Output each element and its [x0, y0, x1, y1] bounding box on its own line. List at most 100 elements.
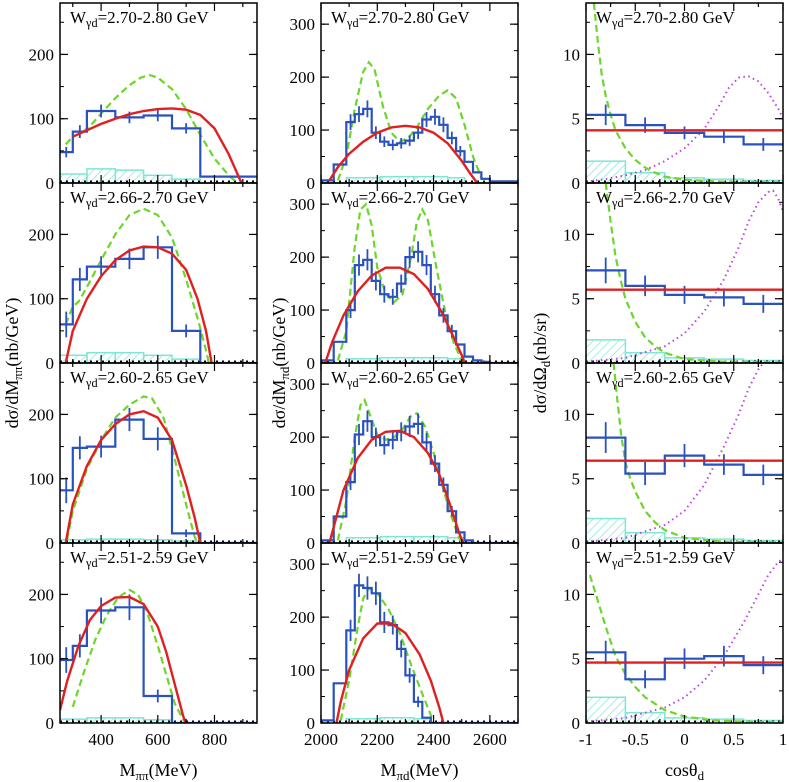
x-tick-label: -0.5: [622, 730, 649, 749]
y-tick-label: 100: [290, 301, 316, 320]
y-tick-label: 0: [46, 534, 55, 553]
y-tick-label: 200: [290, 428, 316, 447]
panel-mpid-row2: 0 100 200 300 Wγd=2.66-2.70 GeV: [290, 182, 519, 373]
y-tick-label: 0: [46, 174, 55, 193]
x-tick-label: 1: [779, 730, 788, 749]
panel-content: [60, 395, 257, 543]
panel-frame: [320, 362, 519, 544]
panel-mpid-row1: 0 100 200 300 Wγd=2.70-2.80 GeV: [290, 2, 519, 193]
x-axis-title-tail: (MeV): [149, 760, 198, 781]
y-tick-label: 100: [290, 121, 316, 140]
row-label-tail: =2.51-2.59 GeV: [98, 548, 210, 567]
row-label: Wγd=2.70-2.80 GeV: [331, 8, 470, 30]
y-tick-label: 100: [29, 470, 55, 489]
data-histogram: [60, 606, 257, 723]
y-axis-title: dσ/dMπd(nb/GeV): [269, 298, 292, 429]
dashed-curve: [336, 202, 466, 363]
background-bar: [586, 517, 627, 543]
y-tick-label: 300: [290, 15, 316, 34]
data-histogram: [60, 246, 257, 363]
panel-mpipi-row3: 0 100 200 Wγd=2.60-2.65 GeV: [29, 362, 258, 553]
data-histogram: [60, 109, 257, 178]
background-bar: [586, 160, 627, 183]
y-tick-label: 200: [290, 608, 316, 627]
row-label-tail: =2.60-2.65 GeV: [624, 368, 736, 387]
y-axis-title-tail: (nb/GeV): [269, 298, 290, 367]
x-tick-label: 0: [680, 730, 689, 749]
row-label-tail: =2.70-2.80 GeV: [624, 8, 736, 27]
row-label-sub: γd: [346, 556, 359, 570]
background-bar: [379, 356, 415, 363]
x-axis-title: Mπd(MeV): [380, 760, 458, 782]
row-label-main: W: [331, 548, 348, 567]
y-axis-title-tail: (nb/sr): [530, 313, 551, 361]
panel-frame: [585, 182, 784, 364]
dashed-curve: [336, 60, 488, 183]
y-tick-label: 10: [563, 405, 580, 424]
panel-content: [60, 588, 257, 723]
fit-curve: [72, 107, 243, 183]
panel-content: [321, 397, 518, 543]
panel-content: [586, 363, 783, 543]
dashed-curve: [71, 588, 187, 723]
y-tick-label: 200: [29, 585, 55, 604]
x-axis-title-tail: (MeV): [410, 760, 459, 781]
row-label-tail: =2.60-2.65 GeV: [98, 368, 210, 387]
dashed-curve: [604, 183, 783, 363]
row-label-tail: =2.60-2.65 GeV: [359, 368, 471, 387]
panel-mpid-row4: 0 100 200 300 Wγd=2.51-2.59 GeV: [290, 542, 519, 733]
y-tick-label: 0: [307, 534, 316, 553]
x-tick-label: 0.5: [723, 730, 744, 749]
dashed-curve: [336, 397, 463, 543]
row-label-main: W: [331, 188, 348, 207]
panel-mpipi-row2: 0 100 200 Wγd=2.66-2.70 GeV: [29, 182, 258, 373]
panel-content: [321, 60, 518, 183]
row-label-sub: γd: [346, 196, 359, 210]
y-tick-label: 200: [29, 405, 55, 424]
dashed-curve: [588, 574, 783, 723]
y-axis-title-sub: ππ: [10, 366, 25, 380]
y-axis-title: dσ/dΩd(nb/sr): [530, 313, 553, 414]
fit-curve: [64, 245, 213, 363]
row-label: Wγd=2.66-2.70 GeV: [596, 188, 735, 210]
panel-content: [321, 573, 518, 723]
y-tick-label: 10: [563, 225, 580, 244]
y-tick-label: 0: [572, 714, 581, 733]
x-axis-title: Mππ(MeV): [119, 760, 197, 782]
row-label-sub: γd: [611, 556, 624, 570]
x-axis-title-main: cosθ: [665, 760, 698, 780]
y-tick-label: 5: [572, 470, 581, 489]
row-label-main: W: [70, 8, 87, 27]
panel-costh-row4: 0 5 10 Wγd=2.51-2.59 GeV: [563, 542, 784, 733]
fit-curve: [60, 595, 188, 723]
panel-content: [60, 73, 257, 183]
dashed-curve: [66, 395, 199, 543]
row-label-main: W: [331, 8, 348, 27]
y-tick-label: 10: [563, 585, 580, 604]
panel-costh-row2: 0 5 10 Wγd=2.66-2.70 GeV: [563, 182, 784, 373]
row-label: Wγd=2.51-2.59 GeV: [331, 548, 470, 570]
row-label-main: W: [596, 548, 613, 567]
row-label-tail: =2.70-2.80 GeV: [98, 8, 210, 27]
background-bar: [586, 339, 627, 363]
y-tick-label: 0: [572, 174, 581, 193]
row-label-main: W: [596, 368, 613, 387]
x-axis-title-sub: ππ: [135, 768, 149, 782]
row-label-tail: =2.70-2.80 GeV: [359, 8, 471, 27]
panel-mpid-row3: 0 100 200 300 Wγd=2.60-2.65 GeV: [290, 362, 519, 553]
x-tick-label: 2600: [473, 730, 507, 749]
panel-content: [586, 183, 783, 363]
y-tick-label: 200: [290, 68, 316, 87]
row-label-tail: =2.66-2.70 GeV: [359, 188, 471, 207]
y-axis-title-main: dσ/dM: [2, 380, 22, 429]
y-axis-title-sub: d: [538, 360, 553, 367]
row-label-sub: γd: [85, 376, 98, 390]
y-tick-label: 0: [572, 534, 581, 553]
panel-frame: [59, 362, 258, 544]
y-tick-label: 0: [46, 714, 55, 733]
row-label-sub: γd: [346, 16, 359, 30]
dashed-curve: [64, 207, 210, 363]
x-axis-title-main: M: [119, 760, 135, 780]
fit-curve: [64, 409, 202, 543]
